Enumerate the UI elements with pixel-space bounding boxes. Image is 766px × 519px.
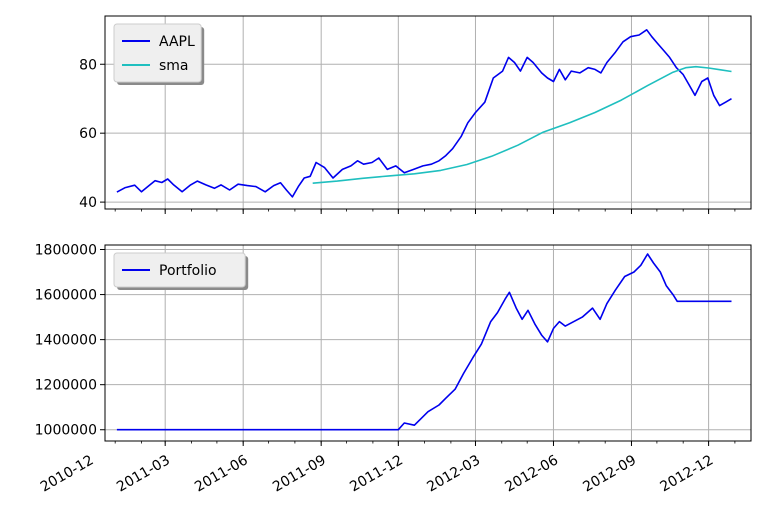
price-axes: 40 60 80 AAPL sma <box>79 15 752 214</box>
series-line-portfolio <box>116 253 732 431</box>
x-tick-label: 2012-09 <box>580 452 639 495</box>
x-tick-label: 2011-12 <box>347 452 406 495</box>
legend-box <box>113 252 246 288</box>
series-line-aapl <box>116 29 732 198</box>
x-tick-label: 2012-12 <box>658 452 717 495</box>
portfolio-axes: 1000000 1200000 1400000 1600000 1800000 2010… <box>35 243 752 495</box>
x-tick-label: 2012-03 <box>424 452 483 495</box>
legend-label-sma: sma <box>159 58 189 74</box>
series-line-sma <box>312 65 732 184</box>
x-tick-label: 2010-12 <box>38 452 97 495</box>
y-tick-label: 1200000 <box>35 378 97 394</box>
x-tick-label: 2011-06 <box>192 452 251 495</box>
y-tick-label: 1800000 <box>35 243 97 259</box>
legend-label-aapl: AAPL <box>159 34 195 50</box>
x-tick-label: 2011-03 <box>114 452 173 495</box>
y-tick-label: 1600000 <box>35 288 97 304</box>
x-tick-label: 2012-06 <box>502 452 561 495</box>
y-tick-label: 1000000 <box>35 423 97 439</box>
legend-box <box>113 23 202 83</box>
y-tick-label: 80 <box>79 57 97 73</box>
y-tick-label: 40 <box>79 195 97 211</box>
legend-label-portfolio: Portfolio <box>159 263 217 279</box>
y-tick-label: 1400000 <box>35 333 97 349</box>
x-tick-label: 2011-09 <box>270 452 329 495</box>
y-tick-label: 60 <box>79 126 97 142</box>
